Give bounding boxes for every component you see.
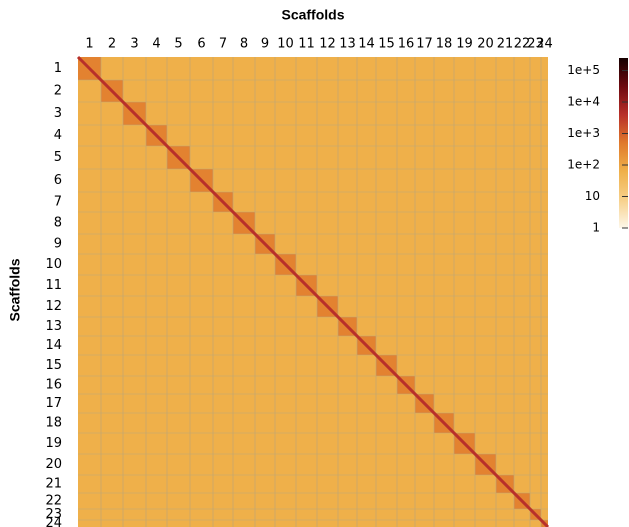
color-bar bbox=[619, 58, 628, 228]
y-tick-label: 16 bbox=[45, 378, 62, 393]
y-tick-label: 7 bbox=[54, 195, 62, 210]
y-tick-label: 13 bbox=[45, 319, 62, 334]
x-tick-label: 15 bbox=[378, 37, 395, 52]
y-tick-label: 9 bbox=[54, 237, 62, 252]
x-tick-label: 14 bbox=[358, 37, 375, 52]
color-tick-label: 1e+5 bbox=[567, 63, 600, 77]
x-axis-title: Scaffolds bbox=[281, 7, 344, 23]
x-tick-label: 1 bbox=[85, 37, 93, 52]
y-axis-title: Scaffolds bbox=[7, 258, 23, 321]
y-tick-label: 10 bbox=[45, 257, 62, 272]
y-tick-label: 20 bbox=[45, 457, 62, 472]
x-tick-label: 13 bbox=[339, 37, 356, 52]
x-tick-label: 21 bbox=[497, 37, 514, 52]
x-tick-label: 18 bbox=[436, 37, 453, 52]
y-tick-label: 4 bbox=[54, 128, 62, 143]
x-tick-label: 10 bbox=[277, 37, 294, 52]
y-tick-label: 15 bbox=[45, 358, 62, 373]
y-tick-label: 11 bbox=[45, 278, 62, 293]
diagonal bbox=[76, 55, 550, 527]
color-tick-label: 1 bbox=[592, 221, 600, 235]
y-tick-label: 19 bbox=[45, 436, 62, 451]
x-tick-label: 2 bbox=[108, 37, 116, 52]
x-tick-label: 7 bbox=[219, 37, 227, 52]
x-tick-label: 5 bbox=[174, 37, 182, 52]
y-tick-label: 8 bbox=[54, 216, 62, 231]
y-tick-label: 22 bbox=[45, 494, 62, 509]
x-tick-label: 23 bbox=[527, 37, 544, 52]
y-tick-label: 17 bbox=[45, 396, 62, 411]
y-tick-label: 3 bbox=[54, 106, 62, 121]
x-tick-label: 9 bbox=[261, 37, 269, 52]
y-tick-label: 24 bbox=[45, 516, 62, 527]
color-tick-label: 1e+4 bbox=[567, 95, 600, 109]
x-tick-label: 22 bbox=[514, 37, 531, 52]
y-tick-label: 1 bbox=[54, 61, 62, 76]
y-tick-label: 21 bbox=[45, 477, 62, 492]
x-tick-label: 17 bbox=[416, 37, 433, 52]
x-tick-label: 3 bbox=[130, 37, 138, 52]
y-tick-label: 5 bbox=[54, 150, 62, 165]
color-tick-label: 1e+2 bbox=[567, 158, 600, 172]
y-tick-label: 6 bbox=[54, 173, 62, 188]
x-tick-label: 8 bbox=[240, 37, 248, 52]
x-tick-label: 19 bbox=[456, 37, 473, 52]
x-tick-label: 11 bbox=[298, 37, 315, 52]
y-tick-label: 2 bbox=[54, 84, 62, 99]
x-tick-label: 4 bbox=[152, 37, 160, 52]
y-tick-label: 23 bbox=[45, 507, 62, 522]
color-tick-label: 1e+3 bbox=[567, 126, 600, 140]
y-tick-label: 14 bbox=[45, 338, 62, 353]
y-tick-label: 18 bbox=[45, 416, 62, 431]
color-tick-label: 10 bbox=[585, 189, 600, 203]
x-tick-label: 16 bbox=[398, 37, 415, 52]
x-tick-label: 20 bbox=[477, 37, 494, 52]
x-tick-label: 12 bbox=[319, 37, 336, 52]
y-tick-label: 12 bbox=[45, 299, 62, 314]
x-tick-label: 24 bbox=[536, 37, 553, 52]
x-tick-label: 6 bbox=[197, 37, 205, 52]
